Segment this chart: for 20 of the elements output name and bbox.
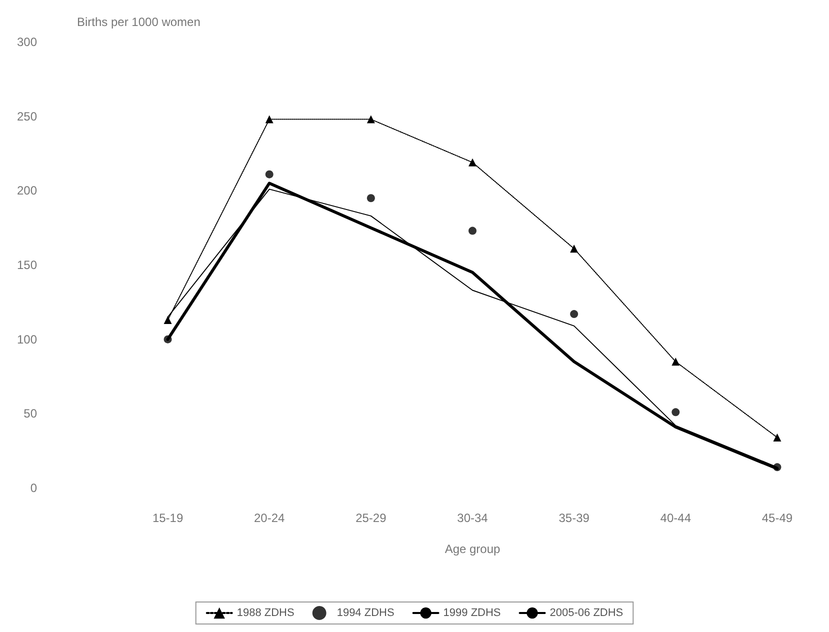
y-tick-label: 250 bbox=[16, 109, 38, 124]
y-tick-label: 0 bbox=[30, 481, 38, 495]
legend-label: 1999 ZDHS bbox=[443, 607, 501, 619]
x-tick-label: 45-49 bbox=[762, 511, 793, 525]
y-tick-label: 100 bbox=[16, 332, 38, 346]
legend-label: 2005-06 ZDHS bbox=[550, 607, 624, 619]
y-tick-label: 50 bbox=[24, 406, 38, 421]
x-axis-title: Age group bbox=[444, 542, 501, 556]
legend-label: 1994 ZDHS bbox=[336, 607, 394, 619]
x-tick-label: 30-34 bbox=[457, 511, 488, 525]
legend-label: 1988 ZDHS bbox=[236, 607, 294, 619]
y-tick-label: 150 bbox=[16, 258, 38, 272]
x-tick-label: 35-39 bbox=[558, 511, 590, 525]
x-tick-label: 25-29 bbox=[356, 511, 387, 525]
y-tick-label: 200 bbox=[16, 184, 38, 198]
x-tick-label: 15-19 bbox=[152, 511, 184, 525]
x-tick-label: 20-24 bbox=[254, 511, 286, 525]
y-tick-label: 300 bbox=[16, 35, 38, 49]
y-axis-title: Births per 1000 women bbox=[77, 15, 200, 29]
x-tick-label: 40-44 bbox=[660, 511, 692, 525]
